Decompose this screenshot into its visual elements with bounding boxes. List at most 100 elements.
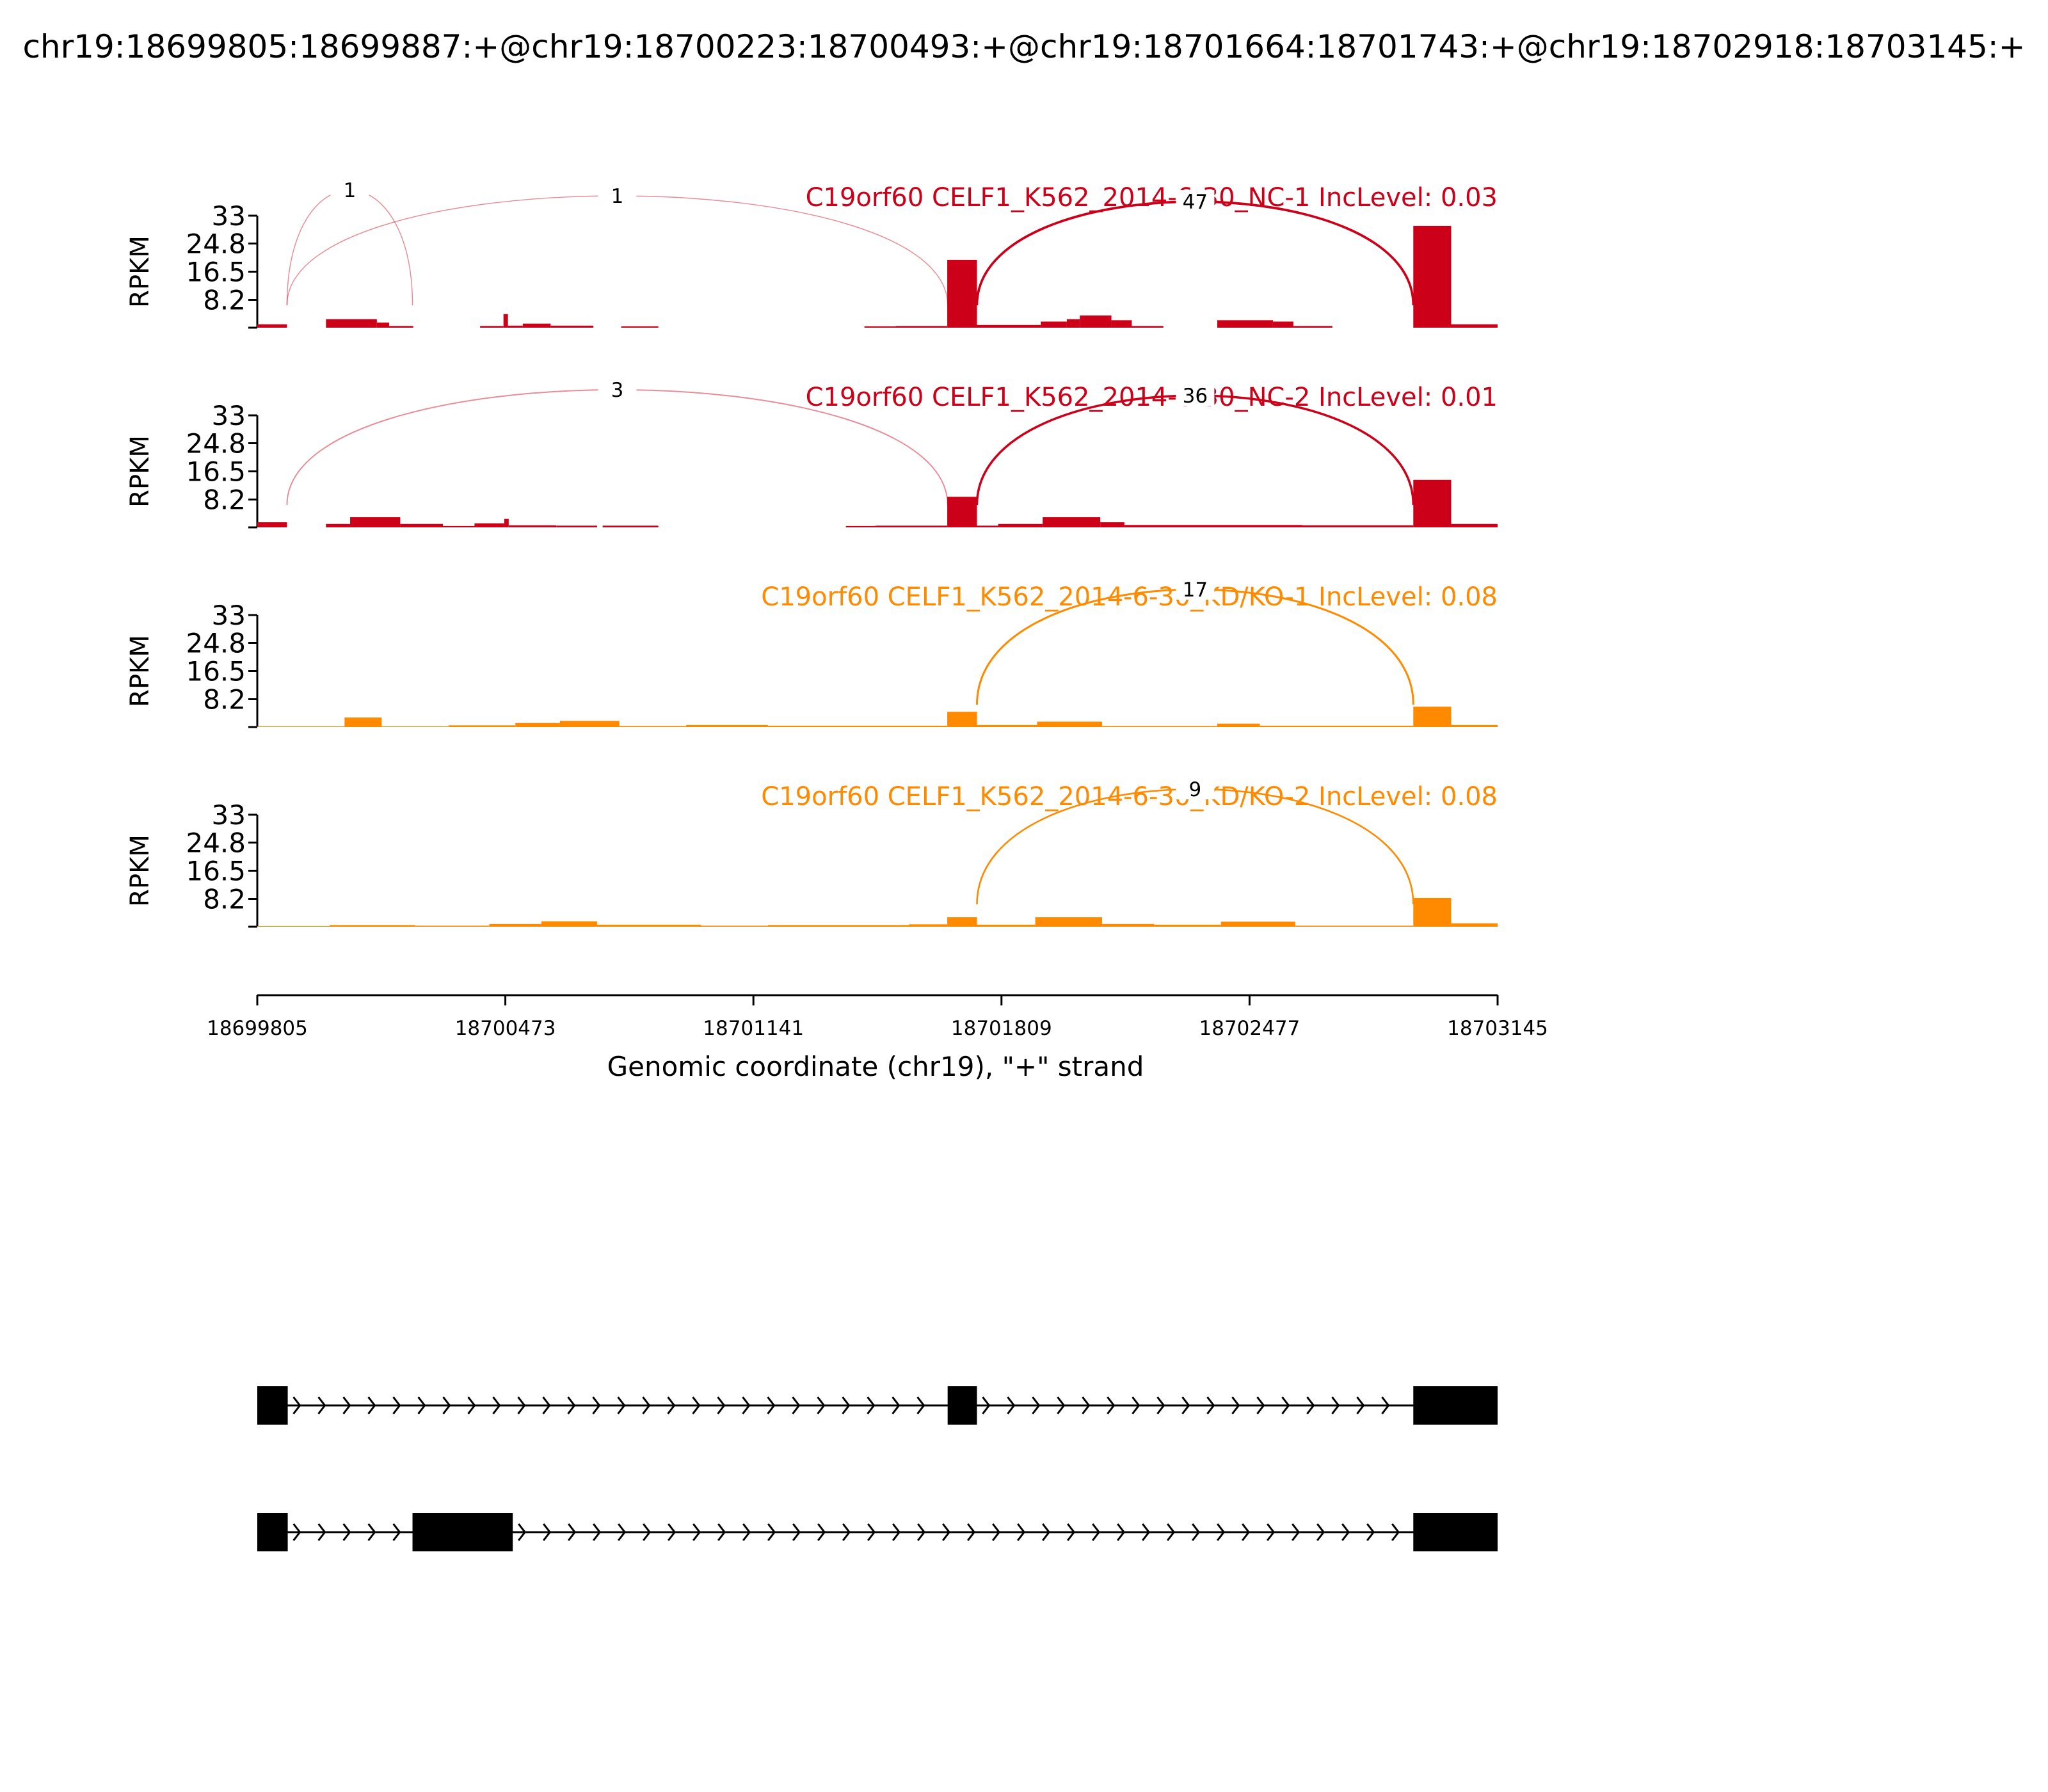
exon-block [412, 1513, 513, 1551]
coverage-bar [330, 925, 415, 927]
strand-arrow [742, 1396, 751, 1414]
strand-arrow [942, 1523, 951, 1541]
isoform-1 [257, 1386, 1498, 1425]
strand-arrow [367, 1523, 376, 1541]
strand-arrow [1366, 1523, 1375, 1541]
strand-arrow [643, 1523, 652, 1541]
y-tick-label: 33 [212, 600, 246, 631]
y-tick-label: 24.8 [186, 627, 246, 659]
coverage-bar [1111, 320, 1132, 328]
strand-arrow [668, 1523, 676, 1541]
strand-arrow [1167, 1523, 1176, 1541]
junction-label-bg [1176, 578, 1215, 600]
y-tick-label: 8.2 [203, 285, 246, 316]
strand-arrow [342, 1396, 351, 1414]
y-tick-label: 24.8 [186, 428, 246, 459]
x-tick-label: 18701141 [703, 1017, 804, 1040]
coverage-bar [1295, 925, 1414, 927]
x-tick-label: 18699805 [207, 1017, 308, 1040]
strand-arrow [767, 1396, 776, 1414]
isoform-2 [257, 1513, 1498, 1551]
coverage-bar [998, 524, 1043, 527]
coverage-bar [508, 525, 557, 527]
coverage-bar [443, 525, 475, 527]
junction-label-bg [598, 378, 637, 400]
strand-arrow [442, 1396, 451, 1414]
strand-arrow [1292, 1523, 1300, 1541]
coverage-bar [522, 323, 551, 328]
panel-1: C19orf60 CELF1_K562_2014-6-30_NC-1 IncLe… [125, 179, 1498, 329]
coverage-bar [1413, 225, 1452, 328]
coverage-bar [556, 525, 597, 527]
junction-arc [975, 200, 1415, 306]
coverage-bar [876, 525, 948, 527]
strand-arrow [916, 1396, 925, 1414]
strand-arrow [392, 1396, 401, 1414]
strand-arrow [992, 1523, 1001, 1541]
strand-arrow [892, 1396, 900, 1414]
coverage-bar [326, 524, 351, 527]
y-tick-label: 33 [212, 400, 246, 431]
coverage-bar [602, 525, 659, 527]
strand-arrow [518, 1523, 527, 1541]
strand-arrow [1132, 1396, 1140, 1414]
strand-arrow [917, 1523, 926, 1541]
strand-arrow [1032, 1396, 1041, 1414]
coverage-bar [381, 726, 449, 727]
strand-arrow [1142, 1523, 1151, 1541]
strand-arrow [642, 1396, 651, 1414]
strand-arrow [292, 1396, 301, 1414]
junction-label-bg [598, 184, 637, 206]
x-axis-label: Genomic coordinate (chr19), "+" strand [607, 1051, 1144, 1082]
strand-arrow [982, 1396, 991, 1414]
strand-arrow [543, 1523, 552, 1541]
strand-arrow [1107, 1396, 1116, 1414]
y-axis-label: RPKM [125, 236, 155, 308]
strand-arrow [317, 1523, 326, 1541]
strand-arrow [618, 1523, 627, 1541]
y-tick-label: 24.8 [186, 827, 246, 858]
strand-arrow [542, 1396, 551, 1414]
coverage-bar [344, 717, 382, 727]
y-tick-label: 8.2 [203, 484, 246, 516]
coverage-bar [388, 326, 413, 328]
strand-arrow [317, 1396, 326, 1414]
coverage-bar [1220, 922, 1295, 927]
coverage-bar [550, 325, 594, 328]
coverage-bar [541, 921, 597, 927]
strand-arrow [517, 1396, 526, 1414]
strand-arrow [392, 1523, 401, 1541]
strand-arrow [342, 1523, 351, 1541]
y-tick-label: 33 [212, 799, 246, 831]
exon-block [257, 1513, 288, 1551]
junction-label-bg [330, 179, 369, 200]
coverage-bar [1293, 326, 1332, 328]
coverage-bar [1035, 917, 1103, 927]
strand-arrow [1042, 1523, 1051, 1541]
strand-arrow [367, 1396, 376, 1414]
coverage-bar [947, 259, 977, 328]
strand-arrow [1306, 1396, 1315, 1414]
strand-arrow [492, 1396, 501, 1414]
coverage-bar [1217, 320, 1273, 328]
strand-arrow [592, 1396, 601, 1414]
strand-arrow [1331, 1396, 1340, 1414]
genomic-x-axis: 18699805 18700473 18701141 18701809 18702477… [207, 994, 1548, 1082]
strand-arrow [1017, 1523, 1026, 1541]
coverage-bar [767, 925, 909, 927]
coverage-bar [1102, 726, 1217, 727]
junction-count-label: 36 [1183, 385, 1208, 408]
isoform-track [257, 1386, 1498, 1551]
strand-arrow [692, 1523, 701, 1541]
strand-arrow [867, 1396, 876, 1414]
coverage-bar [1451, 324, 1498, 328]
junction-label-bg [1176, 778, 1215, 799]
coverage-bar [1124, 525, 1303, 527]
strand-arrow [867, 1523, 876, 1541]
strand-arrow [1156, 1396, 1165, 1414]
strand-arrow [717, 1523, 726, 1541]
strand-arrow [1092, 1523, 1101, 1541]
strand-arrow [1231, 1396, 1240, 1414]
coverage-bar [977, 724, 1037, 727]
coverage-bar [515, 723, 560, 727]
